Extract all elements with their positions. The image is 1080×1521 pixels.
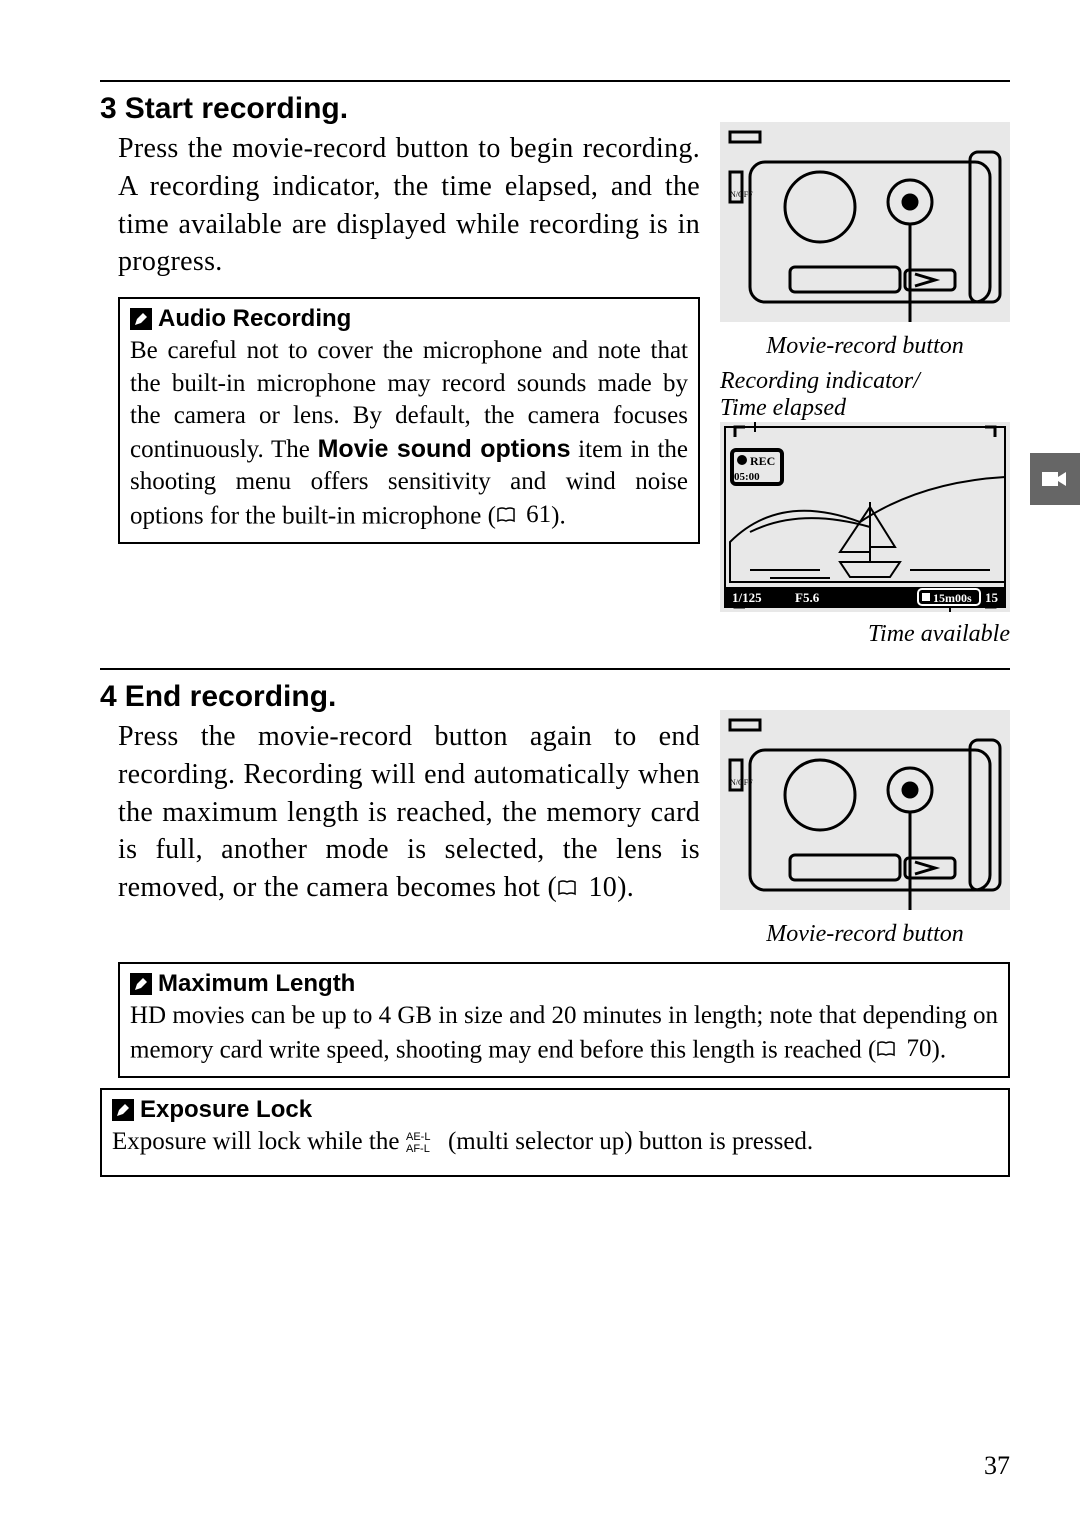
ael-afl-icon: AE-LAF-L (406, 1129, 442, 1165)
lcd-time-elapsed: 05:00 (734, 471, 760, 483)
expolock-text-b: (multi selector up) button is pressed. (442, 1128, 813, 1155)
note-maximum-length: Maximum Length HD movies can be up to 4 … (118, 962, 1010, 1078)
step-number-3: 3 (100, 92, 117, 126)
step-body-4: Press the movie-record button again to e… (100, 718, 700, 907)
page-ref-10: 10 (557, 869, 617, 907)
pencil-icon (112, 1099, 134, 1121)
lcd-shutter: 1/125 (732, 590, 762, 605)
book-icon (496, 507, 516, 523)
step-number-4: 4 (100, 680, 117, 714)
page-ref-61: 61 (496, 499, 551, 532)
note-audio-recording: Audio Recording Be careful not to cover … (118, 297, 700, 544)
page-ref-70: 70 (876, 1033, 931, 1066)
step4-text-b: ). (617, 872, 634, 903)
figure-camera-top-1: N/OFF (720, 122, 1010, 322)
note-body-audio: Be careful not to cover the microphone a… (130, 335, 688, 532)
figure-caption-time-available: Time available (720, 621, 1010, 648)
book-icon (557, 880, 577, 896)
svg-text:AF-L: AF-L (406, 1143, 430, 1155)
pencil-icon (130, 973, 152, 995)
section-step-4: 4 End recording. Press the movie-record … (100, 668, 1010, 1078)
expolock-text-a: Exposure will lock while the (112, 1128, 406, 1155)
section-step-3: 3 Start recording. Press the movie-recor… (100, 80, 1010, 648)
note-audio-text-c: ). (551, 502, 566, 529)
note-body-expolock: Exposure will lock while the AE-LAF-L (m… (112, 1126, 998, 1165)
note-audio-bold: Movie sound options (318, 435, 571, 463)
note-title-audio: Audio Recording (158, 305, 351, 333)
maxlen-text-a: HD movies can be up to 4 GB in size and … (130, 1002, 998, 1063)
note-exposure-lock: Exposure Lock Exposure will lock while t… (100, 1088, 1010, 1177)
lcd-rec-label: REC (750, 454, 775, 468)
step-body-3: Press the movie-record button to begin r… (100, 130, 700, 281)
figure-caption-rec-indicator: Recording indicator/ Time elapsed (720, 368, 1010, 422)
lcd-buffer: 15 (985, 590, 999, 605)
lcd-aperture: F5.6 (795, 590, 820, 605)
pencil-icon (130, 308, 152, 330)
page-number-61: 61 (526, 499, 551, 532)
side-tab-movie (1030, 453, 1080, 505)
page-number-10: 10 (588, 869, 617, 907)
note-body-maxlen: HD movies can be up to 4 GB in size and … (130, 1000, 998, 1066)
note-title-expolock: Exposure Lock (140, 1096, 312, 1124)
step-title-4: End recording. (125, 680, 337, 714)
page-number-70: 70 (907, 1033, 932, 1066)
figure-lcd: REC 05:00 (720, 422, 1010, 612)
note-title-maxlen: Maximum Length (158, 970, 355, 998)
maxlen-text-b: ). (932, 1036, 947, 1063)
movie-icon (1040, 466, 1070, 492)
figure-camera-top-2: N/OFF (720, 710, 1010, 910)
page-number: 37 (984, 1451, 1010, 1481)
svg-text:AE-L: AE-L (406, 1131, 430, 1143)
step-title-3: Start recording. (125, 92, 348, 126)
book-icon (876, 1041, 896, 1057)
lcd-time-avail: 15m00s (933, 591, 972, 605)
figure-caption-movie-button-1: Movie-record button (720, 333, 1010, 360)
figure-caption-movie-button-2: Movie-record button (720, 921, 1010, 948)
